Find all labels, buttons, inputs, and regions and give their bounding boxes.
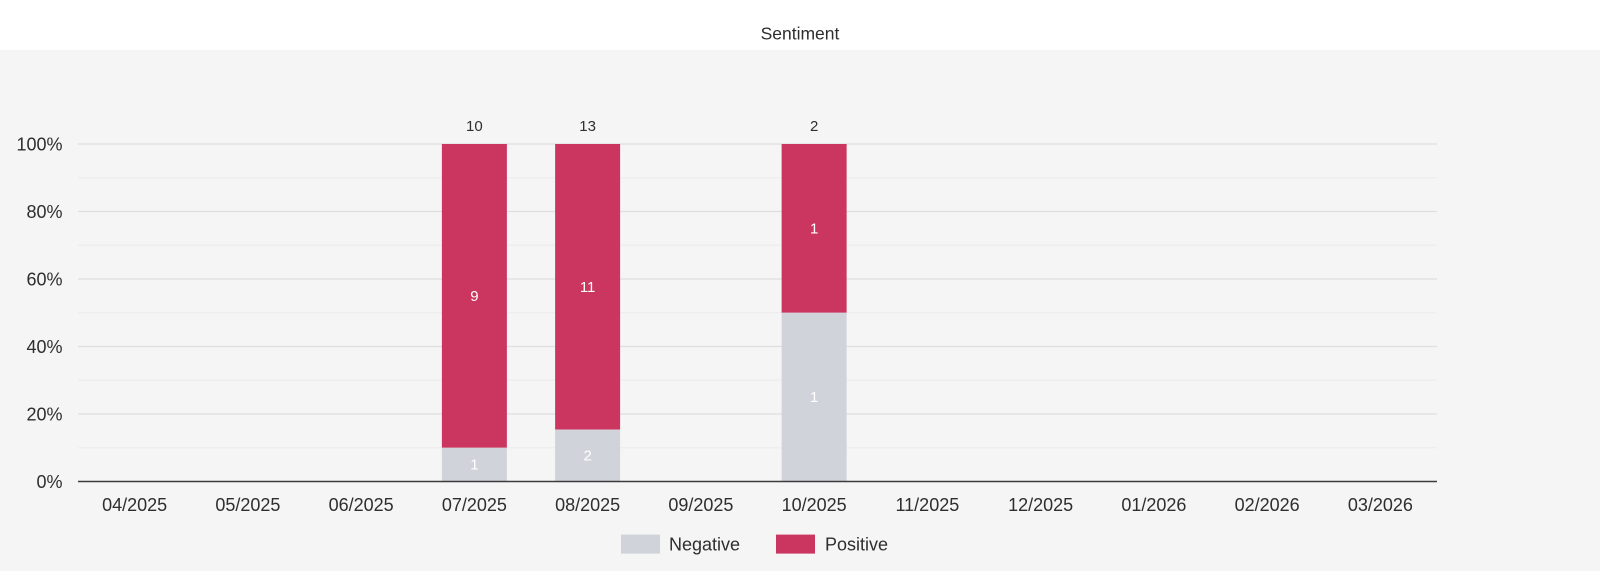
- svg-text:12/2025: 12/2025: [1008, 495, 1073, 515]
- svg-text:2: 2: [583, 448, 591, 465]
- svg-text:01/2026: 01/2026: [1121, 495, 1186, 515]
- svg-text:1: 1: [470, 457, 478, 474]
- svg-text:40%: 40%: [26, 337, 62, 357]
- svg-text:11/2025: 11/2025: [896, 495, 960, 515]
- svg-text:03/2026: 03/2026: [1348, 495, 1413, 515]
- svg-text:13: 13: [579, 118, 596, 135]
- svg-text:80%: 80%: [26, 202, 62, 222]
- svg-text:1: 1: [810, 389, 818, 406]
- svg-text:06/2025: 06/2025: [329, 495, 394, 515]
- svg-text:11: 11: [580, 279, 596, 296]
- svg-text:Sentiment: Sentiment: [761, 23, 840, 43]
- svg-text:10/2025: 10/2025: [782, 495, 847, 515]
- svg-text:09/2025: 09/2025: [668, 495, 733, 515]
- svg-text:0%: 0%: [36, 472, 62, 492]
- svg-text:9: 9: [470, 288, 478, 305]
- svg-text:20%: 20%: [26, 404, 62, 424]
- svg-text:10: 10: [466, 118, 483, 135]
- svg-text:1: 1: [810, 220, 818, 237]
- svg-text:02/2026: 02/2026: [1235, 495, 1300, 515]
- svg-text:05/2025: 05/2025: [215, 495, 280, 515]
- svg-text:100%: 100%: [16, 134, 62, 154]
- svg-text:08/2025: 08/2025: [555, 495, 620, 515]
- svg-text:Negative: Negative: [669, 535, 740, 555]
- svg-text:04/2025: 04/2025: [102, 495, 167, 515]
- svg-text:07/2025: 07/2025: [442, 495, 507, 515]
- svg-text:2: 2: [810, 118, 818, 135]
- svg-text:60%: 60%: [26, 269, 62, 289]
- svg-text:Positive: Positive: [825, 535, 888, 555]
